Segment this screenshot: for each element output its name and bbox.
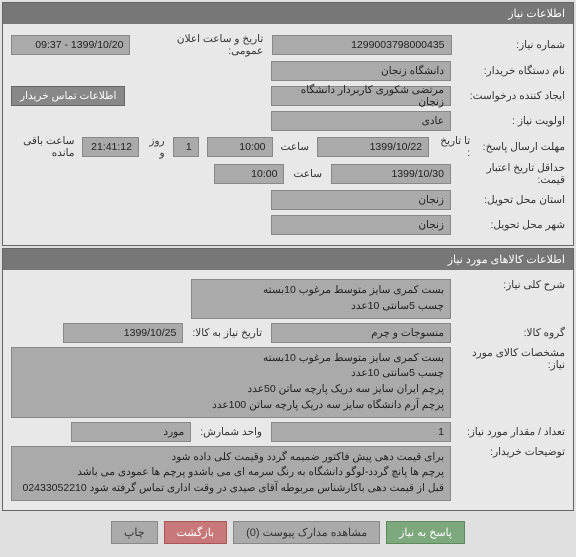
row-group: گروه کالا: منسوجات و چرم تاریخ نیاز به ک… — [11, 322, 565, 344]
need-info-panel: اطلاعات نیاز شماره نیاز: 129900379800043… — [2, 2, 574, 246]
qty-label: تعداد / مقدار مورد نیاز: — [455, 426, 565, 438]
need-date-field: 1399/10/25 — [63, 323, 183, 343]
back-label: بازگشت — [177, 526, 215, 539]
row-province: استان محل تحویل: زنجان — [11, 189, 565, 211]
footer-bar: پاسخ به نیاز مشاهده مدارک پیوست (0) بازگ… — [0, 513, 576, 552]
row-need-number: شماره نیاز: 1299003798000435 تاریخ و ساع… — [11, 33, 565, 57]
deadline-cluster: تا تاریخ : 1399/10/22 ساعت 10:00 — [207, 135, 470, 159]
validity-time-field: 10:00 — [214, 164, 284, 184]
city-label: شهر محل تحویل: — [455, 219, 565, 231]
priority-field: عادی — [271, 111, 451, 131]
deadline-to-label: تا تاریخ : — [432, 135, 470, 159]
deadline-time-label: ساعت — [276, 141, 315, 153]
deadline-time-field: 10:00 — [207, 137, 273, 157]
row-deadline: مهلت ارسال پاسخ: تا تاریخ : 1399/10/22 س… — [11, 135, 565, 159]
unit-label: واحد شمارش: — [195, 426, 267, 438]
back-button[interactable]: بازگشت — [164, 521, 228, 544]
need-date-label: تاریخ نیاز به کالا: — [187, 327, 267, 339]
buyer-org-label: نام دستگاه خریدار: — [455, 65, 565, 77]
row-spec: مشخصات کالای مورد نیاز: بست کمری سایز مت… — [11, 347, 565, 418]
qty-field: 1 — [271, 422, 451, 442]
group-label: گروه کالا: — [455, 327, 565, 339]
view-docs-button[interactable]: مشاهده مدارک پیوست (0) — [233, 521, 380, 544]
city-field: زنجان — [271, 215, 451, 235]
validity-date-field: 1399/10/30 — [331, 164, 451, 184]
buyer-notes-field: برای قیمت دهی پیش فاکتور ضمیمه گردد وقیم… — [11, 446, 451, 501]
row-city: شهر محل تحویل: زنجان — [11, 214, 565, 236]
announce-label: تاریخ و ساعت اعلان عمومی: — [134, 33, 268, 57]
spec-label: مشخصات کالای مورد نیاز: — [455, 347, 565, 371]
remain-days-label: روز و — [142, 135, 170, 159]
validity-label: حداقل تاریخ اعتبار قیمت: — [455, 162, 565, 186]
remain-days-field: 1 — [173, 137, 199, 157]
remain-time-field: 21:41:12 — [82, 137, 139, 157]
general-desc-label: شرح کلی نیاز: — [455, 279, 565, 291]
remain-suffix-label: ساعت باقی مانده — [11, 135, 79, 159]
deadline-date-field: 1399/10/22 — [317, 137, 429, 157]
deadline-label: مهلت ارسال پاسخ: — [474, 141, 565, 153]
goods-info-panel: اطلاعات کالاهای مورد نیاز شرح کلی نیاز: … — [2, 248, 574, 511]
row-buyer-org: نام دستگاه خریدار: دانشگاه زنجان — [11, 60, 565, 82]
row-requester: ایجاد کننده درخواست: مرتضی شکوری کاربردا… — [11, 85, 565, 107]
requester-field: مرتضی شکوری کاربردار دانشگاه زنجان — [271, 86, 451, 106]
remain-cluster: 1 روز و 21:41:12 ساعت باقی مانده — [11, 135, 199, 159]
group-field: منسوجات و چرم — [271, 323, 451, 343]
announce-field: 1399/10/20 - 09:37 — [11, 35, 130, 55]
unit-field: مورد — [71, 422, 191, 442]
respond-button[interactable]: پاسخ به نیاز — [386, 521, 465, 544]
province-label: استان محل تحویل: — [455, 194, 565, 206]
buyer-org-field: دانشگاه زنجان — [271, 61, 451, 81]
priority-label: اولویت نیاز : — [455, 115, 565, 127]
row-general-desc: شرح کلی نیاز: بست کمری سایز متوسط مرغوب … — [11, 279, 565, 319]
respond-label: پاسخ به نیاز — [399, 526, 452, 539]
panel2-body: شرح کلی نیاز: بست کمری سایز متوسط مرغوب … — [3, 270, 573, 510]
panel1-body: شماره نیاز: 1299003798000435 تاریخ و ساع… — [3, 24, 573, 245]
print-button[interactable]: چاپ — [111, 521, 158, 544]
row-qty: تعداد / مقدار مورد نیاز: 1 واحد شمارش: م… — [11, 421, 565, 443]
spec-field: بست کمری سایز متوسط مرغوب 10بسته چسب 5سا… — [11, 347, 451, 418]
need-number-field: 1299003798000435 — [272, 35, 451, 55]
requester-label: ایجاد کننده درخواست: — [455, 90, 565, 102]
row-priority: اولویت نیاز : عادی — [11, 110, 565, 132]
print-label: چاپ — [124, 526, 145, 539]
province-field: زنجان — [271, 190, 451, 210]
row-buyer-notes: توضیحات خریدار: برای قیمت دهی پیش فاکتور… — [11, 446, 565, 501]
validity-time-label: ساعت — [288, 168, 327, 180]
need-number-label: شماره نیاز: — [456, 39, 565, 51]
buyer-notes-label: توضیحات خریدار: — [455, 446, 565, 458]
panel1-header: اطلاعات نیاز — [3, 3, 573, 24]
row-validity: حداقل تاریخ اعتبار قیمت: 1399/10/30 ساعت… — [11, 162, 565, 186]
buyer-contact-button[interactable]: اطلاعات تماس خریدار — [11, 86, 125, 106]
panel2-header: اطلاعات کالاهای مورد نیاز — [3, 249, 573, 270]
view-docs-label: مشاهده مدارک پیوست (0) — [246, 526, 367, 539]
general-desc-field: بست کمری سایز متوسط مرغوب 10بسته چسب 5سا… — [191, 279, 451, 319]
